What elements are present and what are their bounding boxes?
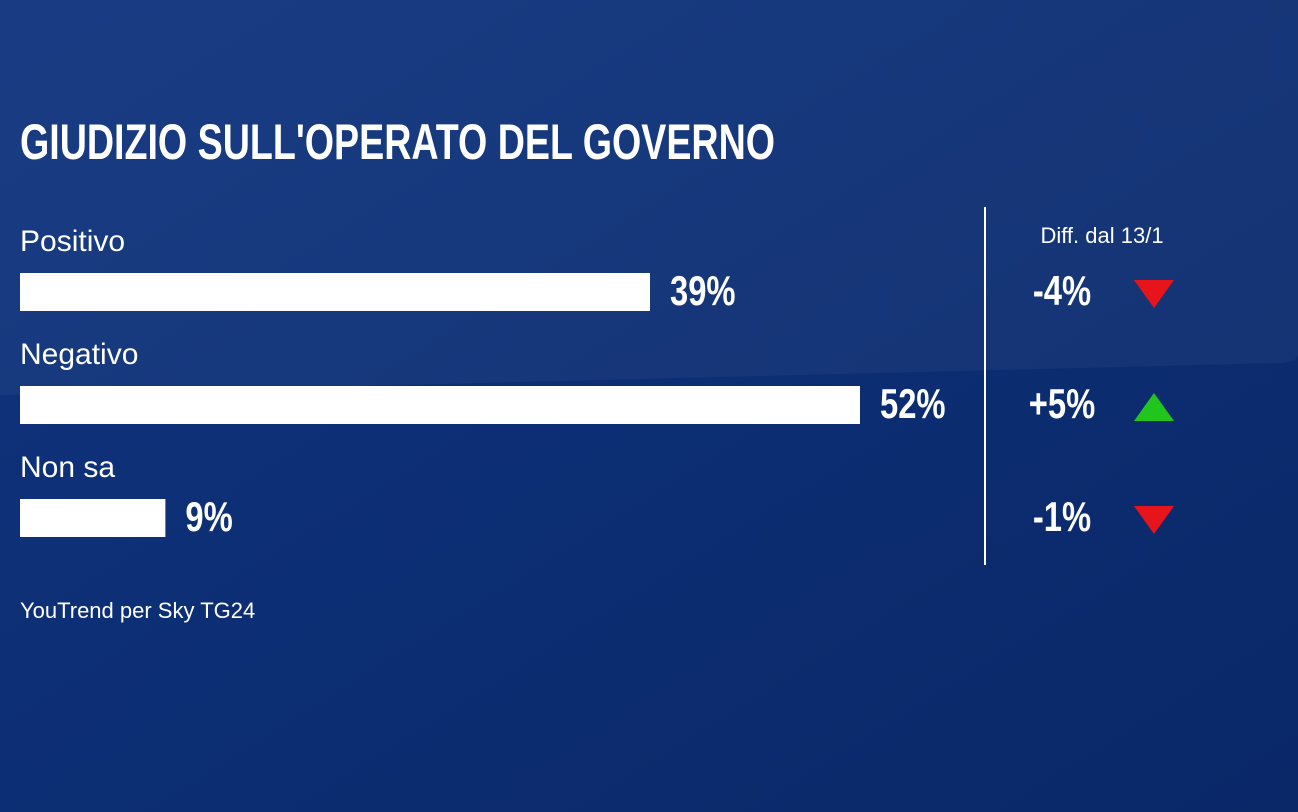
bar — [20, 499, 166, 537]
category-label: Negativo — [20, 338, 138, 371]
bar — [20, 386, 860, 424]
diff-arrow — [1134, 393, 1174, 421]
category-label: Positivo — [20, 225, 125, 258]
diff-arrow — [1134, 506, 1174, 534]
diff-title: Diff. dal 13/1 — [1040, 223, 1163, 248]
chart-title: GIUDIZIO SULL'OPERATO DEL GOVERNO — [20, 114, 775, 170]
value-label: 52% — [880, 380, 946, 427]
value-label: 9% — [185, 493, 232, 540]
diff-label: -1% — [1033, 493, 1091, 540]
diff-arrow — [1134, 280, 1174, 308]
diff-label: -4% — [1033, 267, 1091, 314]
source: YouTrend per Sky TG24 — [20, 598, 255, 623]
diff-label: +5% — [1029, 380, 1095, 427]
bar — [20, 273, 650, 311]
category-label: Non sa — [20, 451, 115, 484]
value-label: 39% — [670, 267, 736, 314]
highlight-band — [0, 0, 1298, 395]
